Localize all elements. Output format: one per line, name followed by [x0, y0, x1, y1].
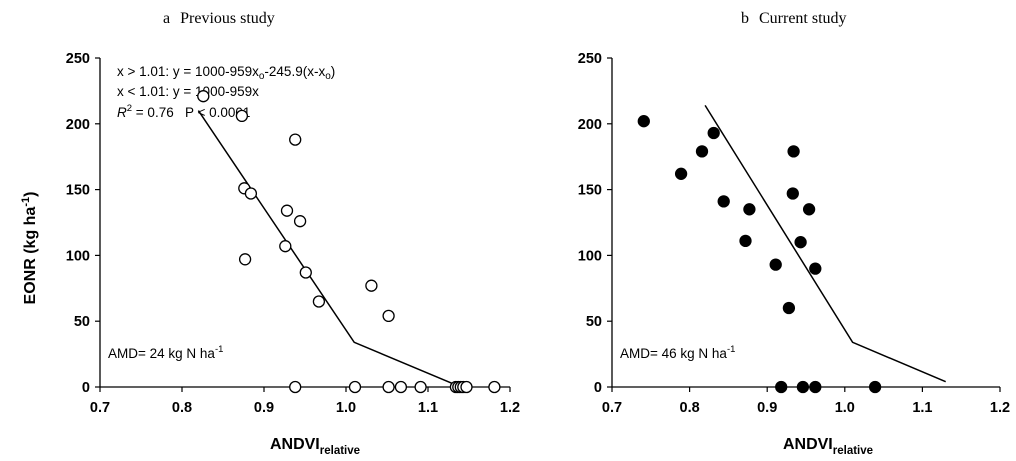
panel-a-x-tick-label: 0.7 — [90, 400, 110, 416]
panel-b-y-tick-label: 0 — [594, 380, 602, 396]
panel-b-data-point — [787, 145, 800, 158]
panel-b-data-point — [695, 145, 709, 158]
panel-a-data-point — [238, 253, 252, 266]
panel-b-y-tick-label: 200 — [578, 117, 602, 133]
panel-b-x-tick-label: 1.2 — [990, 400, 1010, 416]
panel-b-data-point — [775, 380, 788, 394]
panel-a-title: Previous study — [180, 10, 275, 27]
panel-b-data-point — [637, 115, 650, 128]
panel-b-data-point — [796, 380, 810, 394]
panel-b-y-tick-label: 100 — [578, 248, 602, 264]
panel-a-data-point — [382, 309, 395, 323]
panel-b-data-point — [674, 167, 688, 180]
panel-b-data-point — [794, 236, 807, 249]
panel-a-data-point — [365, 279, 378, 292]
panel-b-data-point — [717, 195, 730, 208]
panel-b-data-point — [809, 380, 822, 394]
svg-text:a Previous study: a Previous study — [163, 10, 275, 27]
panel-a-x-axis-label: ANDVIrelative — [270, 436, 360, 457]
panel-b-y-tick-label: 150 — [578, 183, 602, 199]
panel-a-data-point — [312, 295, 326, 308]
panel-a-data-point — [289, 380, 302, 394]
panel-a-data-point — [235, 109, 249, 123]
panel-a-data-point — [289, 133, 302, 146]
panel-a-data-point — [280, 204, 294, 217]
panel-a-data-point — [197, 90, 210, 103]
panel-a-x-tick-label: 0.9 — [254, 400, 274, 416]
panel-b-data-point — [743, 203, 756, 216]
panel-a-label: a — [163, 10, 170, 27]
panel-a-x-tick-label: 1.0 — [336, 400, 356, 416]
panel-b-fit-line — [704, 105, 946, 383]
panel-b-x-tick-label: 1.1 — [912, 400, 932, 416]
y-axis-label: EONR (kg ha-1) — [20, 192, 39, 305]
panel-b-label: b — [741, 10, 749, 27]
panel-a-data-point — [279, 240, 292, 253]
panel-b-x-axis-label: ANDVIrelative — [783, 436, 873, 457]
panel-b-data-point — [786, 187, 799, 200]
panel-a-fit-line — [197, 110, 462, 388]
panel-a-data-point — [293, 215, 307, 228]
panel-b-y-tick-label: 250 — [578, 51, 602, 67]
panel-b-x-tick-label: 0.9 — [757, 400, 777, 416]
panel-a-data-point — [382, 380, 395, 394]
panel-a-x-tick-label: 0.8 — [172, 400, 192, 416]
panel-a-y-tick-label: 50 — [74, 314, 90, 330]
panel-b-x-tick-label: 0.8 — [680, 400, 700, 416]
panel-a-equation-2: x < 1.01: y = 1000-959x — [117, 84, 259, 99]
panel-b-x-tick-label: 0.7 — [602, 400, 622, 416]
panel-b-data-point — [868, 380, 882, 394]
panel-a-x-tick-label: 1.1 — [418, 400, 438, 416]
panel-b-data-point — [739, 234, 752, 248]
panel-a-x-tick-label: 1.2 — [500, 400, 520, 416]
panel-a-data-point — [244, 187, 258, 200]
panel-a-data-point — [394, 380, 408, 394]
panel-b-data-point — [769, 258, 782, 271]
panel-a-data-point — [488, 380, 501, 394]
panel-a-plot: 0 50 100 150 200 250 0.7 0.8 0.9 1.0 1.1 1.2 — [66, 51, 520, 416]
panel-a-y-tick-label: 0 — [82, 380, 90, 396]
panel-a-y-tick-label: 250 — [66, 51, 90, 67]
panel-b-title: Current study — [759, 10, 847, 27]
panel-a-data-point — [414, 380, 427, 394]
panel-a-r2: R2 = 0.76 P < 0.0001 — [117, 103, 250, 120]
panel-b-data-point — [707, 126, 720, 140]
panel-a-y-tick-label: 100 — [66, 248, 90, 264]
panel-b-plot: 0 50 100 150 200 250 0.7 0.8 0.9 1.0 1.1 1.2 — [578, 51, 1010, 416]
panel-a-data-point — [299, 266, 312, 279]
panel-b-x-tick-label: 1.0 — [835, 400, 855, 416]
panel-b-header: b Current study — [741, 10, 847, 27]
panel-a-data-point — [348, 380, 362, 394]
panel-a-amd-label: AMD= 24 kg N ha-1 — [108, 344, 223, 361]
panel-a-y-tick-label: 200 — [66, 117, 90, 133]
panel-a-y-tick-label: 150 — [66, 183, 90, 199]
panel-b-amd-label: AMD= 46 kg N ha-1 — [620, 344, 735, 361]
svg-text:b Current study: b Current study — [741, 10, 847, 27]
panel-a-equation-1: x > 1.01: y = 1000-959xo-245.9(x-xo) — [117, 64, 335, 82]
panel-b-data-point — [782, 301, 796, 315]
panel-b-y-tick-label: 50 — [586, 314, 602, 330]
panel-b-data-point — [802, 203, 816, 216]
panel-b-data-point — [809, 262, 822, 275]
panel-a-header: a Previous study x > 1.01: y = 1000-959x… — [117, 10, 335, 120]
panel-a-data-point — [460, 380, 473, 394]
